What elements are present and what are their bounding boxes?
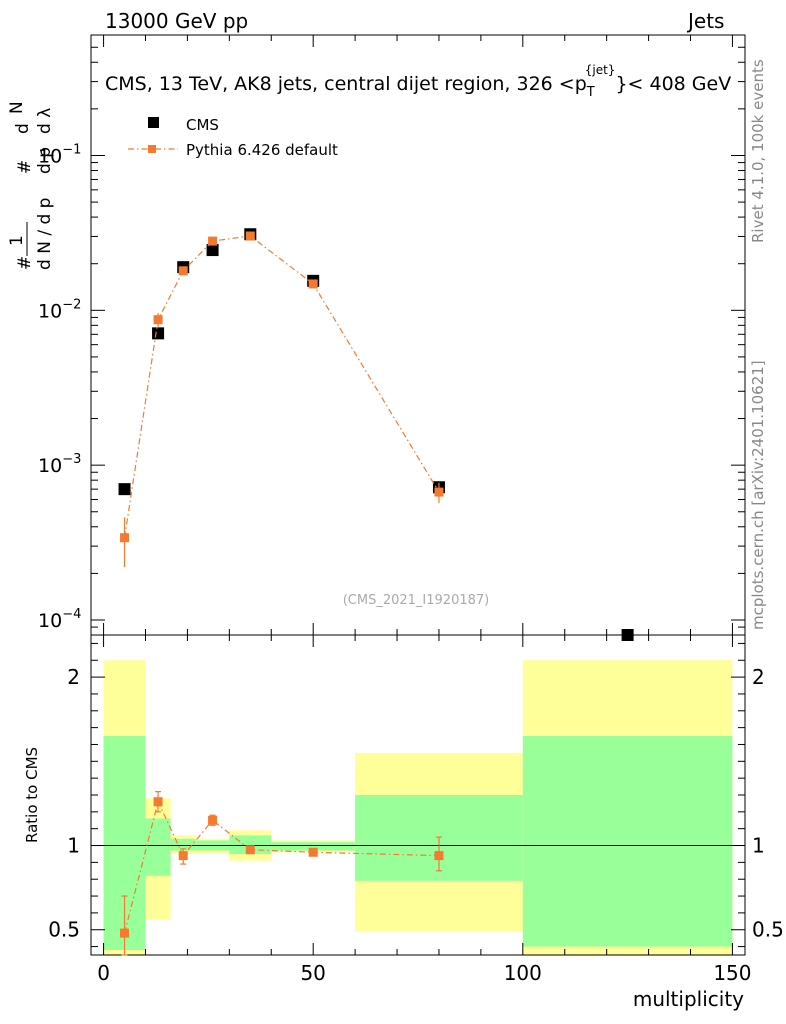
ratio-y-tick-label-left: 1 <box>67 834 80 858</box>
x-tick-label: 150 <box>713 961 751 985</box>
y-tick-label: 10−1 <box>38 142 81 167</box>
svg-text:d N / d p: d N / d p <box>35 198 55 270</box>
rivet-version-label: Rivet 4.1.0, 100k events <box>749 59 767 243</box>
svg-text:d p: d p <box>35 147 55 174</box>
ratio-y-tick-label-right: 2 <box>752 665 765 689</box>
site-label: mcplots.cern.ch [arXiv:2401.10621] <box>749 360 767 630</box>
x-tick-label: 100 <box>504 961 542 985</box>
y-tick-label: 10−3 <box>38 452 81 477</box>
pythia-point <box>208 236 218 246</box>
pythia-point <box>245 231 255 241</box>
analysis-watermark: (CMS_2021_I1920187) <box>343 593 490 608</box>
pythia-line <box>123 235 440 538</box>
ratio-point <box>120 928 130 938</box>
pythia-point <box>434 487 444 497</box>
band-green-7 <box>522 736 733 947</box>
legend-label-pythia: Pythia 6.426 default <box>186 141 338 159</box>
pythia-point <box>153 315 163 325</box>
svg-text:N: N <box>7 101 27 114</box>
svg-text:#: # <box>15 160 35 174</box>
cms-point <box>152 327 165 340</box>
cms-point <box>621 629 634 641</box>
svg-text:d λ: d λ <box>35 108 55 134</box>
legend-marker-pythia <box>148 145 156 153</box>
ratio-point <box>153 797 163 807</box>
svg-text:#: # <box>15 256 35 270</box>
band-green-5 <box>271 842 356 851</box>
y-tick-label: 10−4 <box>38 607 81 632</box>
band-green-1 <box>145 818 171 876</box>
ratio-y-axis-label: Ratio to CMS <box>23 747 41 843</box>
pythia-point <box>308 279 318 289</box>
svg-text:1: 1 <box>7 235 27 246</box>
header-left: 13000 GeV pp <box>105 9 249 33</box>
ratio-point <box>208 815 218 825</box>
ratio-point <box>178 851 188 861</box>
legend-label-cms: CMS <box>186 116 219 134</box>
band-green-2 <box>170 838 196 851</box>
chart-title: CMS, 13 TeV, AK8 jets, central dijet reg… <box>105 63 731 100</box>
legend-marker-cms <box>148 117 159 128</box>
pythia-point <box>120 533 130 543</box>
ratio-y-tick-label-left: 0.5 <box>48 918 80 942</box>
x-axis-label: multiplicity <box>633 987 744 1011</box>
band-green-4 <box>229 835 272 854</box>
ratio-y-tick-label-left: 2 <box>67 665 80 689</box>
cms-point <box>206 244 219 257</box>
header-right: Jets <box>688 9 725 33</box>
cms-point <box>118 483 131 496</box>
x-tick-label: 0 <box>97 961 110 985</box>
y-tick-label: 10−2 <box>38 297 81 322</box>
ratio-point <box>308 847 318 857</box>
ratio-y-tick-label-right: 1 <box>752 834 765 858</box>
x-tick-label: 50 <box>300 961 325 985</box>
ratio-point <box>245 845 255 855</box>
pythia-point <box>178 266 188 276</box>
main-y-axis-label: # d N / d p 1 # d p d d λ N <box>7 101 55 270</box>
svg-text:d: d <box>13 123 33 134</box>
ratio-point <box>434 851 444 861</box>
ratio-y-tick-label-right: 0.5 <box>752 918 784 942</box>
